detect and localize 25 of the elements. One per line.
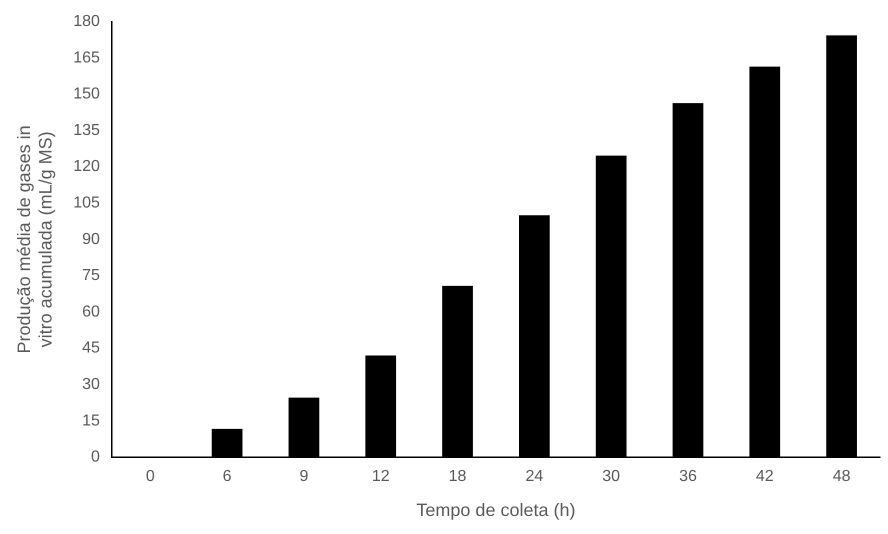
y-tick-label: 120: [73, 158, 100, 176]
y-tick-label: 0: [90, 448, 100, 466]
x-tick-label: 0: [146, 468, 155, 486]
y-tick-label: 150: [73, 86, 100, 103]
x-tick-label: 30: [602, 468, 620, 486]
y-tick-label: 135: [73, 122, 100, 139]
y-tick-label: 30: [82, 376, 100, 394]
x-tick-label: 36: [679, 468, 697, 486]
y-tick-label: 75: [82, 267, 100, 284]
x-tick-label: 12: [372, 468, 390, 486]
y-tick-label: 165: [73, 49, 100, 66]
y-tick-label: 180: [73, 13, 100, 30]
x-tick-label: 6: [222, 468, 232, 486]
x-tick-label: 18: [448, 468, 467, 486]
x-tick-label: 48: [832, 468, 851, 486]
y-tick-label: 105: [73, 194, 100, 212]
y-tick-label: 15: [82, 412, 100, 430]
x-axis-title: Tempo de coleta (h): [416, 500, 576, 520]
y-tick-label: 60: [82, 303, 100, 320]
x-tick-label: 42: [756, 468, 774, 486]
x-tick-label: 24: [525, 468, 544, 486]
y-tick-label: 90: [82, 230, 100, 248]
y-axis-title: Produção média de gases in vitro acumulada (mL/g MS): [14, 125, 56, 354]
x-tick-label: 9: [299, 468, 308, 486]
y-tick-label: 45: [82, 340, 100, 357]
